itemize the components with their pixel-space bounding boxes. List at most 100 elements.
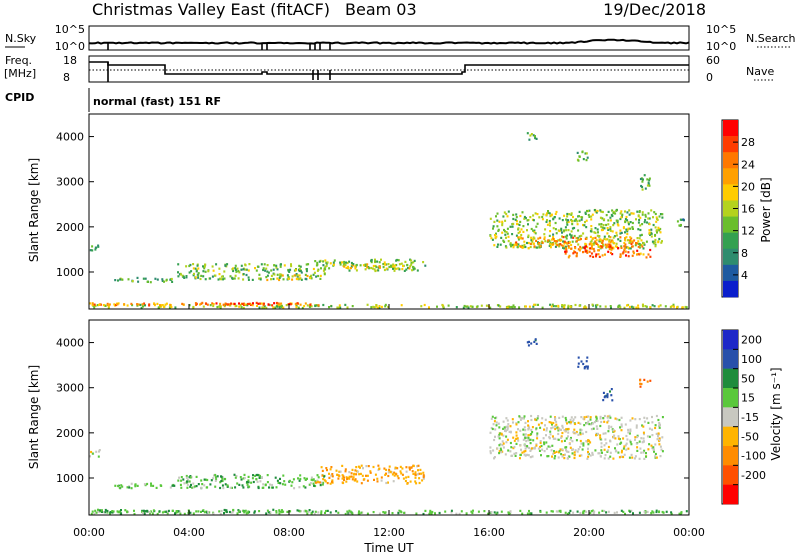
velocity-cell — [299, 477, 302, 481]
power-cell — [192, 305, 195, 309]
power-cell — [554, 228, 557, 231]
velocity-cell — [311, 510, 314, 513]
velocity-cell — [613, 434, 616, 437]
power-cell — [262, 267, 265, 270]
power-cell — [188, 271, 191, 274]
power-cell — [234, 267, 237, 270]
power-cell — [276, 273, 279, 276]
velocity-cell — [330, 474, 333, 477]
power-cell — [376, 307, 379, 310]
power-cell — [153, 304, 156, 307]
power-cell — [548, 244, 551, 247]
velocity-cell — [579, 433, 582, 436]
velocity-cell — [493, 420, 496, 423]
velocity-cell — [551, 455, 553, 458]
velocity-cell — [551, 423, 553, 426]
power-cell — [408, 267, 411, 270]
power-cell — [322, 264, 325, 267]
power-cell — [598, 223, 601, 226]
power-cell — [612, 246, 615, 249]
velocity-cell — [412, 472, 415, 475]
velocity-cell — [607, 427, 610, 430]
velocity-cell — [100, 509, 102, 512]
power-cell — [242, 268, 245, 271]
velocity-cell — [298, 479, 301, 482]
velocity-cell — [261, 476, 263, 479]
power-cell — [562, 240, 565, 243]
power-cell — [521, 211, 524, 214]
velocity-cell — [356, 480, 359, 483]
power-cell — [640, 184, 643, 188]
velocity-cell — [569, 442, 571, 446]
power-cell — [254, 267, 256, 270]
power-cell — [577, 229, 580, 232]
velocity-cell — [458, 512, 461, 515]
power-cell — [623, 245, 626, 248]
velocity-cell — [202, 509, 205, 512]
velocity-cell — [337, 477, 340, 480]
power-cell — [654, 226, 657, 229]
velocity-cell — [577, 433, 580, 436]
power-cell — [501, 222, 504, 225]
velocity-cell — [243, 473, 246, 476]
velocity-cell — [281, 509, 283, 512]
velocity-cell — [598, 452, 601, 455]
velocity-cell — [609, 455, 612, 458]
power-cell — [583, 246, 586, 249]
velocity-cell — [414, 473, 417, 476]
power-cell — [566, 242, 569, 245]
power-cell — [97, 244, 100, 247]
velocity-cell — [109, 511, 112, 514]
velocity-cell — [494, 428, 497, 431]
power-cell — [333, 263, 335, 266]
velocity-cell — [214, 476, 217, 479]
power-cell — [635, 218, 637, 221]
power-cell — [605, 245, 608, 248]
velocity-cell — [624, 512, 626, 515]
power-cell — [393, 264, 396, 267]
power-cell — [89, 249, 92, 252]
velocity-cell — [538, 449, 541, 452]
velocity-cell — [530, 447, 533, 450]
power-cell — [609, 226, 612, 229]
power-cell — [535, 246, 538, 249]
power-cell — [627, 246, 630, 249]
velocity-cell — [203, 484, 206, 487]
power-cell — [527, 223, 529, 226]
power-cell — [588, 250, 591, 253]
power-cell — [578, 238, 581, 241]
power-cell — [506, 227, 509, 230]
velocity-cell — [278, 509, 281, 512]
power-cell — [532, 214, 535, 217]
velocity-cell — [342, 481, 345, 485]
velocity-cell — [495, 421, 498, 424]
power-cell — [608, 239, 611, 242]
power-cell — [563, 214, 566, 217]
power-cell — [200, 274, 203, 277]
velocity-cell — [283, 480, 286, 483]
power-cell — [508, 306, 511, 309]
velocity-cell — [494, 417, 497, 420]
power-cell — [400, 262, 403, 265]
velocity-cell — [348, 471, 351, 474]
velocity-cell — [540, 444, 543, 448]
power-cell — [328, 306, 330, 309]
power-cell — [639, 224, 642, 227]
power-cell — [628, 213, 631, 216]
velocity-colorbar-tick-label: -15 — [741, 411, 759, 424]
velocity-cell — [161, 511, 164, 514]
power-cell — [669, 305, 672, 309]
velocity-cell — [525, 440, 528, 443]
velocity-cell — [654, 452, 657, 456]
power-cell — [598, 249, 600, 252]
power-cell — [91, 303, 94, 307]
velocity-cell — [222, 487, 225, 490]
velocity-cell — [593, 421, 596, 424]
power-cell — [601, 241, 604, 244]
velocity-cell — [316, 474, 319, 477]
velocity-cell — [624, 444, 627, 447]
time-tick-label: 08:00 — [273, 526, 305, 539]
velocity-cell — [365, 465, 368, 468]
velocity-cell — [101, 510, 103, 513]
velocity-cell — [150, 484, 153, 487]
